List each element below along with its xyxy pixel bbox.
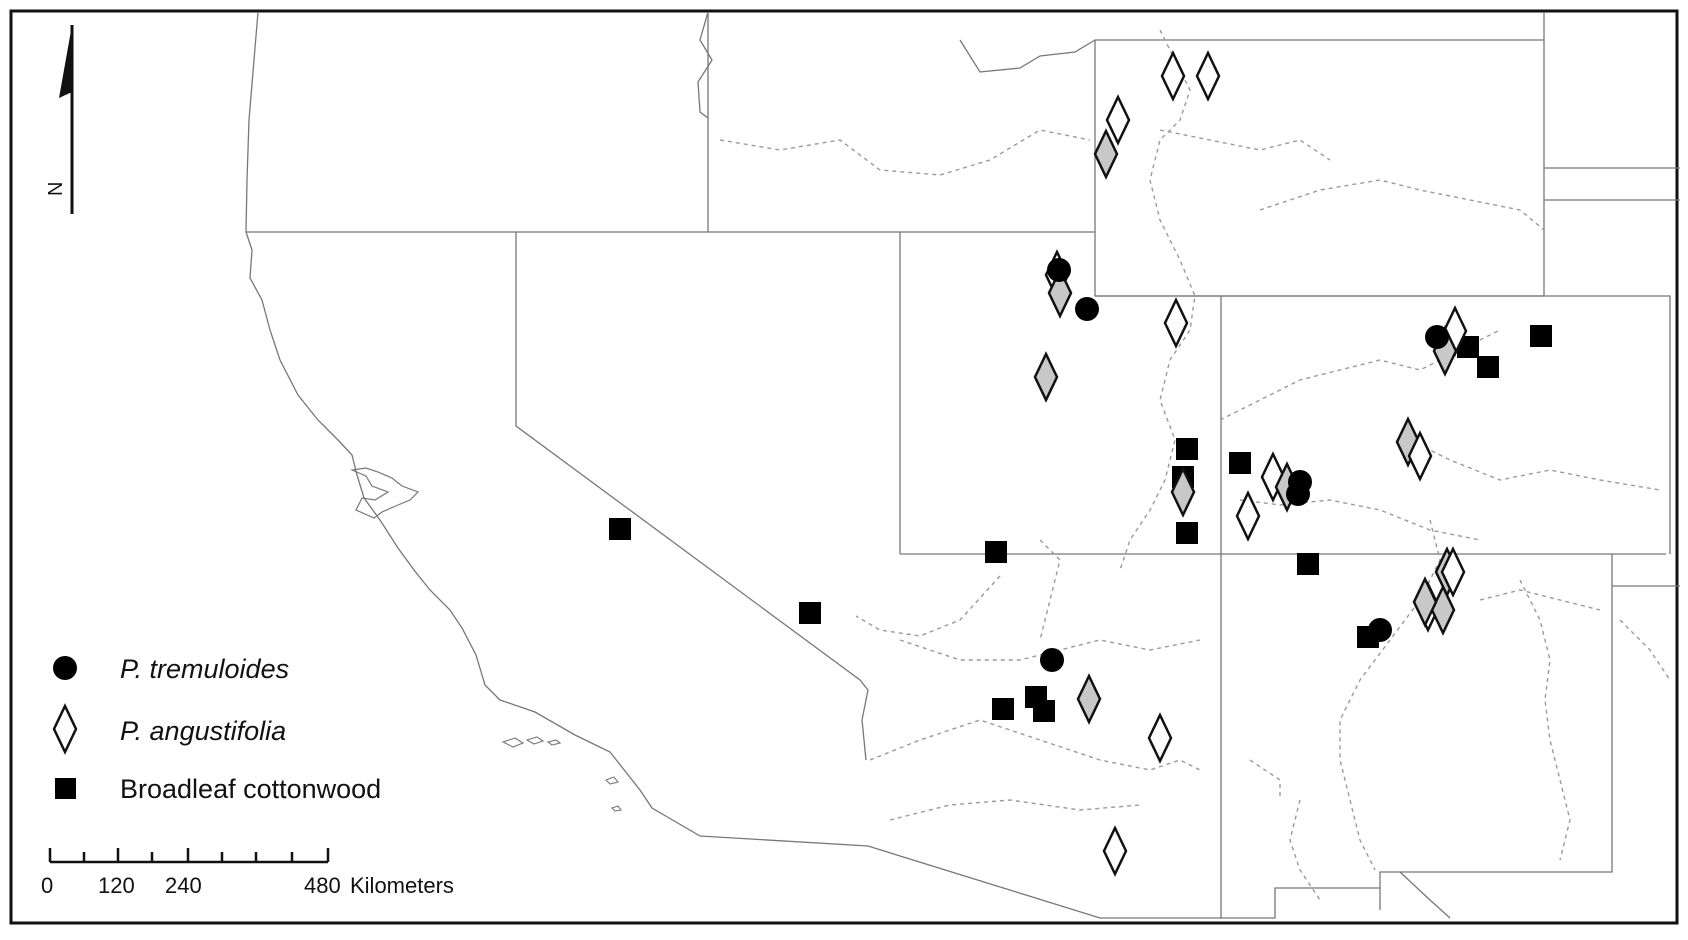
scale-unit-label: Kilometers [350,873,454,898]
coastline [245,11,701,837]
scale-tick-0: 0 [41,873,53,898]
scale-tick-480: 480 [304,873,341,898]
broadleaf-cottonwood-marker [1229,452,1251,474]
p-angustifolia-marker [1163,297,1189,349]
p-tremuloides-marker [1425,325,1449,349]
broadleaf-cottonwood-marker [799,602,821,624]
p-tremuloides-marker [1075,297,1099,321]
broadleaf-cottonwood-marker [1176,438,1198,460]
broadleaf-cottonwood-marker [1477,356,1499,378]
p-angustifolia-marker [1160,50,1186,102]
p-angustifolia-marker [1105,94,1131,146]
broadleaf-cottonwood-marker [1457,336,1479,358]
legend-label-tremuloides: P. tremuloides [120,654,289,684]
broadleaf-cottonwood-marker [985,541,1007,563]
map-border [9,9,1679,925]
scale-bar: 0 120 240 480 Kilometers [41,848,454,898]
p-angustifolia-marker [1170,466,1196,518]
p-angustifolia-marker [1047,267,1073,319]
broadleaf-cottonwood-marker [1297,553,1319,575]
p-tremuloides-marker [1286,482,1310,506]
p-angustifolia-marker [1440,546,1466,598]
p-angustifolia-marker [1195,50,1221,102]
p-tremuloides-marker [1368,618,1392,642]
channel-islands [501,736,622,812]
broadleaf-cottonwood-marker [1176,522,1198,544]
p-tremuloides-marker [1040,648,1064,672]
broadleaf-cottonwood-marker [1025,686,1047,708]
p-angustifolia-marker [1147,712,1173,764]
state-borders [246,11,1680,919]
scale-tick-240: 240 [165,873,202,898]
p-angustifolia-marker [1093,128,1119,180]
broadleaf-cottonwood-marker [1530,325,1552,347]
broadleaf-cottonwood-marker [609,518,631,540]
p-angustifolia-marker [1076,673,1102,725]
north-arrow: N [45,25,74,214]
legend-diamond-symbol [52,703,78,755]
bay-detail [349,467,420,519]
rivers [719,29,1671,901]
p-angustifolia-marker [1412,576,1438,628]
p-angustifolia-marker [1407,430,1433,482]
legend-label-broadleaf: Broadleaf cottonwood [120,774,381,804]
legend-square-symbol [55,778,76,799]
legend-circle-symbol [53,656,77,680]
p-angustifolia-marker [1033,351,1059,403]
marker-layer [609,50,1552,877]
broadleaf-cottonwood-marker [992,698,1014,720]
scale-tick-120: 120 [98,873,135,898]
north-arrow-label: N [45,182,67,196]
p-tremuloides-marker [1047,258,1071,282]
p-angustifolia-marker [1430,584,1456,636]
legend-label-angustifolia: P. angustifolia [120,716,286,746]
p-angustifolia-marker [1102,825,1128,877]
p-angustifolia-marker [1235,490,1261,542]
legend: P. tremuloides P. angustifolia Broadleaf… [52,654,381,804]
